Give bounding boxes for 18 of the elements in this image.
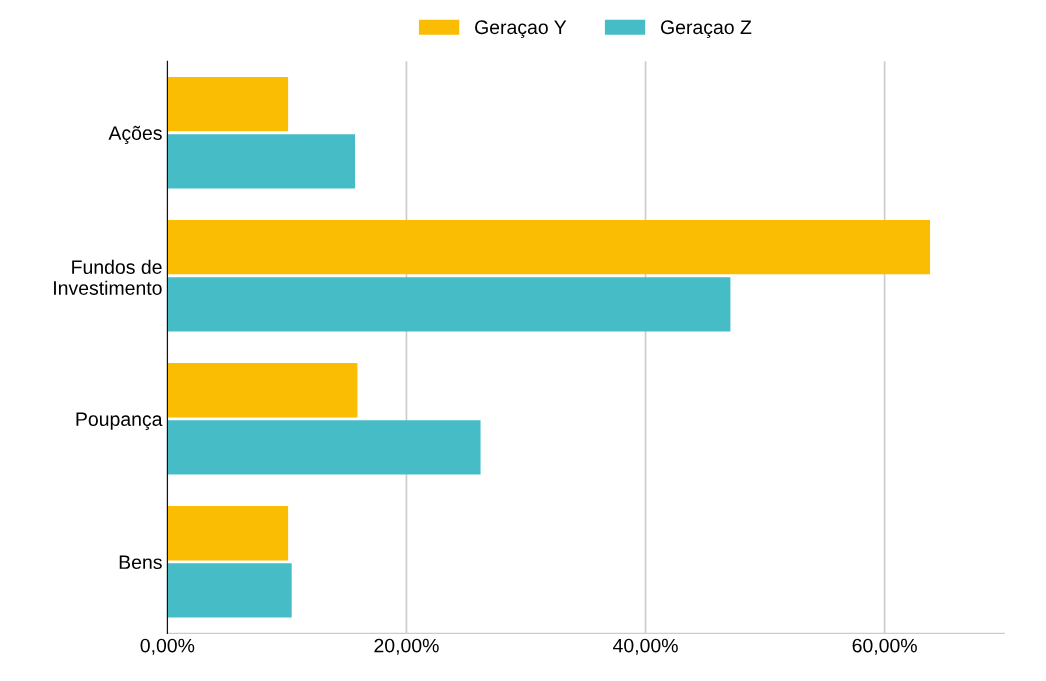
x-tick-label: 40,00% <box>613 638 678 655</box>
y-tick-label: Fundos de Investimento <box>54 259 162 295</box>
bar <box>167 420 481 475</box>
x-tick-label: 60,00% <box>852 638 917 655</box>
legend-label: Geraçao Z <box>661 20 752 39</box>
bar <box>167 134 356 189</box>
bar <box>167 363 358 418</box>
bar <box>167 563 292 618</box>
bar <box>167 277 731 332</box>
y-tick-label: Bens <box>119 555 162 570</box>
y-tick-label: Ações <box>108 125 162 144</box>
bar <box>167 220 931 275</box>
legend-label: Geraçao Y <box>475 20 567 39</box>
y-tick-label: Poupança <box>76 412 163 430</box>
x-tick-label: 0,00% <box>140 638 195 655</box>
bar <box>167 77 289 132</box>
x-tick-label: 20,00% <box>374 638 439 655</box>
bar <box>167 506 289 561</box>
